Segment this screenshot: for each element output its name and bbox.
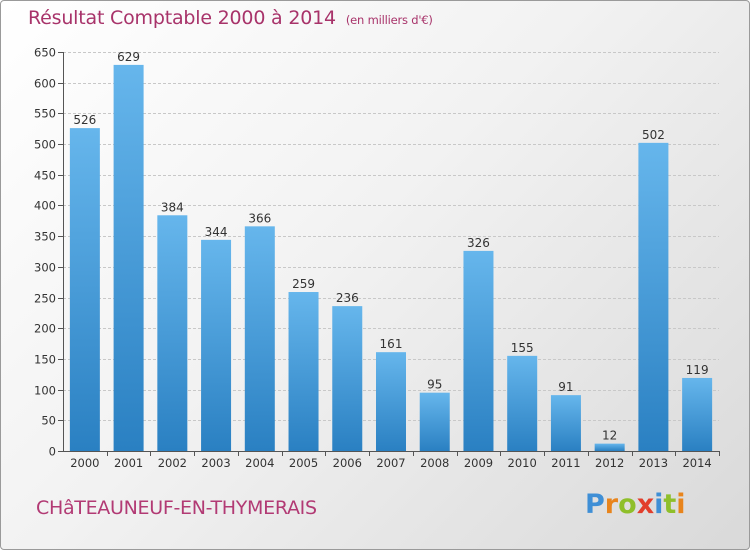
y-tick-label: 400 bbox=[34, 199, 56, 213]
data-label-2003: 344 bbox=[205, 225, 228, 239]
bar-2002 bbox=[157, 215, 188, 451]
data-label-2014: 119 bbox=[686, 363, 709, 377]
x-axis: 2000 2001 2002 2003 2004 2005 2006 2007 2008 2009… bbox=[63, 451, 720, 470]
logo-letter: r bbox=[604, 489, 619, 520]
bar-2008 bbox=[419, 392, 450, 451]
data-label-2009: 326 bbox=[467, 236, 490, 250]
gridlines bbox=[63, 52, 719, 452]
data-label-2007: 161 bbox=[380, 337, 403, 351]
y-tick-label: 200 bbox=[34, 322, 56, 336]
x-tick-label: 2014 bbox=[682, 456, 711, 470]
data-label-2013: 502 bbox=[642, 128, 665, 142]
logo-letter: P bbox=[585, 489, 605, 520]
bar-2012 bbox=[594, 443, 625, 451]
x-tick-label: 2000 bbox=[70, 456, 99, 470]
data-label-2000: 526 bbox=[73, 113, 96, 127]
x-tick-label: 2011 bbox=[551, 456, 580, 470]
x-tick-label: 2010 bbox=[508, 456, 537, 470]
y-tick-label: 450 bbox=[34, 169, 56, 183]
y-tick-label: 300 bbox=[34, 261, 56, 275]
logo-letter: i bbox=[654, 489, 664, 520]
bar-2003 bbox=[201, 239, 232, 451]
chart-title-block: Résultat Comptable 2000 à 2014 (en millie… bbox=[28, 7, 433, 29]
x-tick-label: 2008 bbox=[420, 456, 449, 470]
x-tick-label: 2012 bbox=[595, 456, 624, 470]
logo-letter: o bbox=[618, 489, 637, 520]
bar-2014 bbox=[682, 377, 713, 451]
data-label-2006: 236 bbox=[336, 291, 359, 305]
data-label-2004: 366 bbox=[248, 211, 271, 225]
bar-2000 bbox=[69, 128, 100, 451]
y-tick-label: 600 bbox=[34, 77, 56, 91]
y-tick-label: 150 bbox=[34, 353, 56, 367]
logo-letter: i bbox=[676, 489, 686, 520]
x-tick-label: 2013 bbox=[639, 456, 668, 470]
chart-title: Résultat Comptable 2000 à 2014 bbox=[28, 7, 336, 29]
x-tick-label: 2005 bbox=[289, 456, 318, 470]
x-tick-label: 2001 bbox=[114, 456, 143, 470]
data-label-2011: 91 bbox=[558, 380, 573, 394]
logo-letter: t bbox=[663, 489, 677, 520]
x-tick-label: 2004 bbox=[245, 456, 274, 470]
y-tick-label: 50 bbox=[41, 414, 56, 428]
x-tick-label: 2009 bbox=[464, 456, 493, 470]
bar-2011 bbox=[550, 395, 581, 451]
data-label-2012: 12 bbox=[602, 429, 617, 443]
data-label-2001: 629 bbox=[117, 50, 140, 64]
x-tick-label: 2006 bbox=[333, 456, 362, 470]
bar-2005 bbox=[288, 292, 319, 451]
x-tick-label: 2007 bbox=[376, 456, 405, 470]
bar-2013 bbox=[638, 142, 669, 451]
proxiti-logo: Proxiti bbox=[585, 489, 686, 520]
data-label-2008: 95 bbox=[427, 378, 442, 392]
bar-2009 bbox=[463, 250, 494, 451]
y-tick-label: 500 bbox=[34, 138, 56, 152]
y-tick-label: 550 bbox=[34, 107, 56, 121]
y-tick-label: 350 bbox=[34, 230, 56, 244]
x-tick-label: 2002 bbox=[158, 456, 187, 470]
bar-2007 bbox=[376, 352, 406, 451]
x-tick-label: 2003 bbox=[201, 456, 230, 470]
bar-2001 bbox=[113, 64, 144, 451]
bar-2006 bbox=[332, 306, 363, 451]
y-tick-label: 0 bbox=[49, 445, 56, 459]
commune-name: CHâTEAUNEUF-EN-THYMERAIS bbox=[36, 497, 317, 519]
y-tick-label: 100 bbox=[34, 384, 56, 398]
logo-letter: x bbox=[636, 489, 655, 520]
data-label-2002: 384 bbox=[161, 200, 184, 214]
bar-2010 bbox=[507, 355, 538, 451]
y-axis: 0 50 100 150 200 250 300 350 400 450 500 550 600 650 bbox=[34, 46, 64, 459]
bar-2004 bbox=[244, 226, 275, 451]
y-tick-label: 650 bbox=[34, 46, 56, 60]
chart-subtitle: (en milliers d'€) bbox=[345, 13, 433, 27]
data-label-2005: 259 bbox=[292, 277, 315, 291]
bars: 526 629 384 344 366 259 236 161 95 326 155 91 12 502 1… bbox=[69, 50, 713, 451]
y-tick-label: 250 bbox=[34, 292, 56, 306]
data-label-2010: 155 bbox=[511, 341, 534, 355]
